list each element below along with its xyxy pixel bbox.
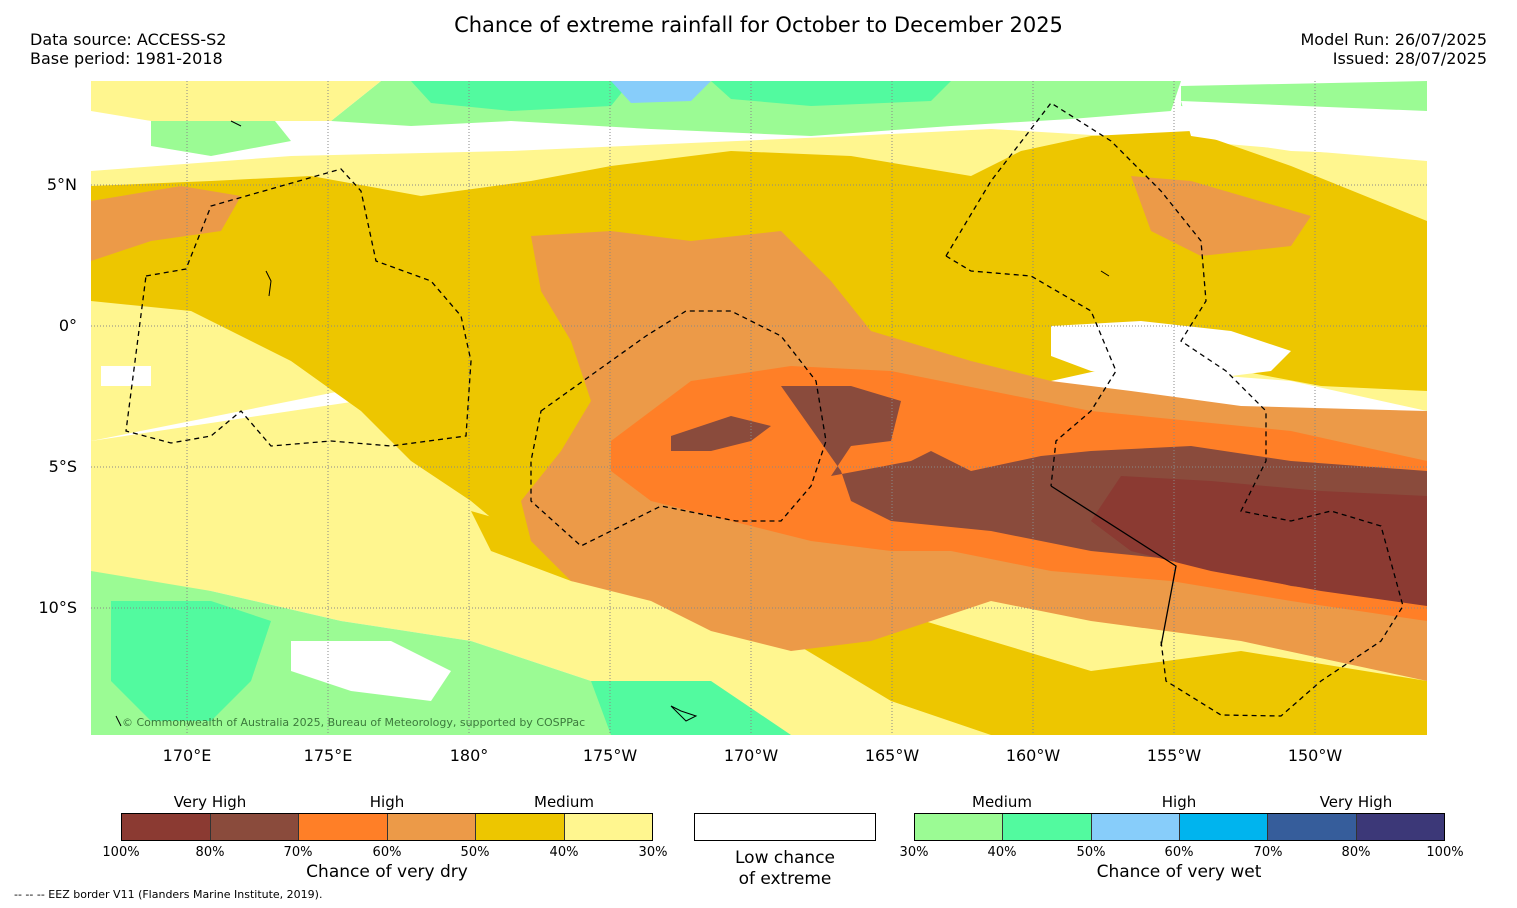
- low-chance-caption-line1: Low chance: [735, 848, 835, 868]
- dry-swatch-70-60: [299, 814, 388, 840]
- dry-extreme-region-west: [671, 416, 771, 451]
- eez-border-kiribati-gilbert: [125, 168, 472, 447]
- eez-borders: [125, 102, 1404, 717]
- lon-label-175e: 175°E: [303, 746, 353, 765]
- wet-medium-region-north-west: [151, 116, 291, 156]
- dry-tick-label: 40%: [549, 845, 579, 860]
- lon-label-160w: 160°W: [1005, 746, 1061, 765]
- dry-tick-label: 30%: [638, 845, 668, 860]
- eez-border-solid: [1050, 485, 1177, 647]
- data-source-info: Data source: ACCESS-S2 Base period: 1981…: [30, 30, 226, 68]
- dry-tick-label: 60%: [372, 845, 402, 860]
- wet-swatch-40-50: [1003, 814, 1092, 840]
- low-chance-caption-line2: of extreme: [738, 869, 832, 889]
- wet-colorbar: [914, 813, 1445, 841]
- dry-low-band-west: [91, 81, 381, 121]
- low-chance-swatch: [694, 813, 876, 841]
- map-title: Chance of extreme rainfall for October t…: [454, 13, 1063, 37]
- lon-label-150w: 150°W: [1287, 746, 1343, 765]
- wet-swatch-80-100: [1356, 814, 1444, 840]
- dry-swatch-60-50: [387, 814, 476, 840]
- dry-tick-label: 100%: [102, 845, 140, 860]
- dry-high-region-north-east: [1131, 176, 1311, 256]
- wet-tick-label: 80%: [1341, 845, 1371, 860]
- wet-tick-label: 30%: [899, 845, 929, 860]
- wet-category-very-high: Very High: [1319, 793, 1393, 811]
- graticule: [91, 81, 1427, 735]
- lon-label-155w: 155°W: [1146, 746, 1202, 765]
- wet-swatch-70-80: [1268, 814, 1357, 840]
- low-chance-region-north: [91, 116, 151, 161]
- dry-legend-caption: Chance of very dry: [306, 862, 468, 882]
- low-chance-region-southwest: [291, 641, 451, 701]
- wet-high-region-south-2: [591, 681, 791, 735]
- eez-border-kiribati-phoenix: [530, 310, 827, 547]
- model-run-info: Model Run: 26/07/2025 Issued: 28/07/2025: [1301, 30, 1488, 68]
- dry-swatch-80-70: [210, 814, 299, 840]
- lon-label-180: 180°: [449, 746, 489, 765]
- wet-category-high: High: [1161, 793, 1197, 811]
- wet-tick-label: 60%: [1164, 845, 1194, 860]
- wet-high-region-north: [411, 81, 631, 111]
- issued-label: Issued: 28/07/2025: [1332, 49, 1487, 68]
- wet-vhigh-region-north: [611, 81, 711, 103]
- lat-label-10s: 10°S: [38, 598, 77, 617]
- dry-tick-label: 80%: [195, 845, 225, 860]
- dry-colorbar: [121, 813, 653, 841]
- low-chance-region-equator: [1051, 321, 1291, 381]
- data-source-label: Data source: ACCESS-S2: [30, 30, 227, 49]
- wet-swatch-50-60: [1091, 814, 1180, 840]
- dry-category-very-high: Very High: [173, 793, 247, 811]
- lon-label-170w: 170°W: [723, 746, 779, 765]
- lon-label-170e: 170°E: [162, 746, 212, 765]
- wet-high-region-south: [111, 601, 271, 721]
- dry-medium-region-south: [471, 511, 1427, 735]
- eez-border-note: -- -- -- EEZ border V11 (Flanders Marine…: [14, 888, 323, 901]
- wet-swatch-60-70: [1179, 814, 1269, 840]
- lat-label-5n: 5°N: [46, 175, 77, 194]
- wet-category-medium: Medium: [972, 793, 1032, 811]
- eez-border-kiribati-line: [945, 102, 1404, 717]
- rainfall-map: [91, 81, 1427, 735]
- dry-swatch-50-40: [476, 814, 565, 840]
- dry-high-region-north-west: [91, 186, 241, 261]
- wet-tick-label: 70%: [1253, 845, 1283, 860]
- eez-border-line-north: [945, 255, 1117, 487]
- dry-max-region: [1091, 476, 1427, 606]
- wet-tick-label: 50%: [1076, 845, 1106, 860]
- lon-label-165w: 165°W: [864, 746, 920, 765]
- dry-category-medium: Medium: [534, 793, 594, 811]
- dry-swatch-100-80: [122, 814, 211, 840]
- dry-swatch-40-30: [564, 814, 652, 840]
- lon-label-175w: 175°W: [582, 746, 638, 765]
- lat-label-5s: 5°S: [48, 457, 77, 476]
- wet-tick-label: 100%: [1426, 845, 1464, 860]
- wet-swatch-30-40: [915, 814, 1004, 840]
- dry-tick-label: 50%: [460, 845, 490, 860]
- wet-tick-label: 40%: [987, 845, 1017, 860]
- low-chance-region-west: [101, 366, 151, 386]
- wet-high-region-north-2: [711, 81, 951, 106]
- islands: [115, 120, 1110, 727]
- dry-tick-label: 70%: [283, 845, 313, 860]
- dry-category-high: High: [369, 793, 405, 811]
- model-run-label: Model Run: 26/07/2025: [1300, 30, 1488, 49]
- base-period-label: Base period: 1981-2018: [30, 49, 223, 68]
- wet-legend-caption: Chance of very wet: [1096, 862, 1262, 882]
- copyright-notice: © Commonwealth of Australia 2025, Bureau…: [122, 716, 586, 729]
- low-chance-region-northeast: [1181, 101, 1427, 156]
- lat-label-0: 0°: [58, 316, 77, 335]
